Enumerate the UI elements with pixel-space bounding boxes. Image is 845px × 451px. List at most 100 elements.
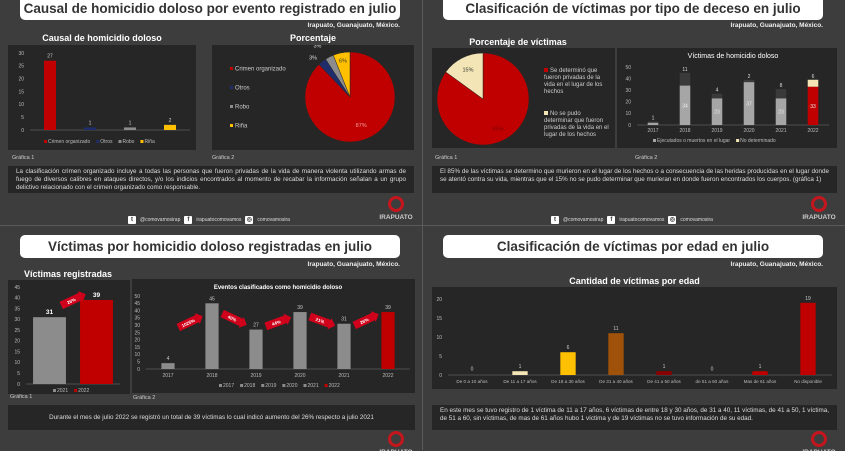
legend-swatch xyxy=(74,389,78,392)
y-tick-label: 20 xyxy=(14,339,20,345)
pie-slice xyxy=(445,52,484,100)
legend-label: No se pudo determinar que fueron privada… xyxy=(544,111,609,138)
legend-label: Crimen organizado xyxy=(48,139,90,145)
social-links: t @comovamosirap f irapuatocomovamos ◎ como… xyxy=(551,216,713,224)
arrow-shape xyxy=(308,312,336,330)
legend-label: 2021 xyxy=(308,383,319,389)
y-tick-label: 15 xyxy=(134,345,140,351)
bar-segment xyxy=(807,86,819,125)
chart-title: Cantidad de víctimas por edad xyxy=(569,276,700,286)
data-label: 34 xyxy=(682,103,688,109)
x-tick-label: 2022 xyxy=(382,373,393,379)
legend-label: Robo xyxy=(235,105,250,111)
causal-bar-chart: 0 5 10 15 20 25 30 27 1 1 2 Crimen organizado Otros R… xyxy=(8,45,196,150)
bar-segment xyxy=(807,79,819,87)
bar xyxy=(337,323,351,369)
data-label: 6 xyxy=(567,345,570,351)
x-tick-label: 2017 xyxy=(162,373,173,379)
data-label: 11 xyxy=(613,326,618,332)
facebook-icon: f xyxy=(607,216,616,224)
bar xyxy=(381,312,395,369)
bar xyxy=(293,312,307,369)
x-tick-label: 2018 xyxy=(206,373,217,379)
arrow-shape xyxy=(59,291,86,310)
x-tick-label: 2020 xyxy=(294,373,305,379)
caption: Gráfica 1 xyxy=(12,155,35,161)
chart-title: Porcentaje xyxy=(289,33,337,43)
data-label: 31 xyxy=(46,309,54,316)
legend-swatch xyxy=(118,140,122,143)
data-label: 1 xyxy=(89,120,92,126)
y-tick-label: 30 xyxy=(18,51,24,57)
x-tick-label: 2021 xyxy=(775,128,786,134)
panel-causal: Causal de homicidio doloso por evento re… xyxy=(0,0,422,225)
bar-segment xyxy=(743,79,755,83)
legend-item: No se pudo determinar que fueron privada… xyxy=(544,111,610,139)
x-tick-label: 2019 xyxy=(711,128,722,134)
legend-swatch xyxy=(140,140,144,143)
facebook-handle[interactable]: irapuatocomovamos xyxy=(619,217,665,223)
slice-label: 6% xyxy=(339,59,347,65)
instagram-handle[interactable]: comovamosira xyxy=(680,217,713,223)
x-tick-label: 2022 xyxy=(807,128,818,134)
arrow-label: 1025% xyxy=(181,318,196,328)
y-tick-label: 10 xyxy=(625,111,631,117)
twitter-handle[interactable]: @comovamosirap xyxy=(140,217,181,223)
facebook-handle[interactable]: irapuatocomovamos xyxy=(196,217,242,223)
y-tick-label: 30 xyxy=(14,317,20,323)
legend-label: 2019 xyxy=(265,383,276,389)
instagram-handle[interactable]: comovamosira xyxy=(257,217,290,223)
twitter-handle[interactable]: @comovamosirap xyxy=(563,217,604,223)
data-label: 8 xyxy=(780,83,783,89)
bar-segment xyxy=(679,85,691,125)
legend-swatch xyxy=(736,139,740,142)
legend-swatch xyxy=(240,384,244,387)
legend-label: Otros xyxy=(100,139,113,145)
bar xyxy=(161,363,175,369)
bar-segment xyxy=(647,121,659,123)
x-tick-label: de 51 a 60 años xyxy=(696,379,730,384)
data-label: 0 xyxy=(471,367,474,373)
slice-label: 3% xyxy=(313,45,321,49)
y-tick-label: 15 xyxy=(18,89,24,95)
victims-stacked-chart: 0 10 20 30 40 50 Víctimas de homicidio doloso 1… xyxy=(617,48,837,148)
chart-title: Víctimas de homicidio doloso xyxy=(688,53,779,60)
arrow-shape xyxy=(176,313,203,332)
location-label: Irapuato, Guanajuato, México. xyxy=(730,261,823,268)
bar xyxy=(44,60,56,131)
caption: Gráfica 2 xyxy=(635,155,658,161)
arrow-shape xyxy=(352,311,379,330)
bar xyxy=(512,371,528,375)
caption: Gráfica 1 xyxy=(10,394,33,400)
instagram-icon: ◎ xyxy=(245,216,254,224)
social-links: t @comovamosirap f irapuatocomovamos ◎ como… xyxy=(128,216,290,224)
bar xyxy=(164,124,176,130)
legend-swatch xyxy=(96,140,100,143)
arrow-label: 21% xyxy=(315,317,325,325)
legend-label: 2018 xyxy=(244,383,255,389)
caption: Gráfica 2 xyxy=(212,155,235,161)
logo: IRAPUATO xyxy=(797,431,841,451)
victims-pie-chart: 85% 15% Se determinó que fueron privadas … xyxy=(432,48,615,148)
bar xyxy=(80,299,113,384)
data-label: 2 xyxy=(748,74,751,80)
legend-label: Crimen organizado xyxy=(235,67,286,73)
section-title: Causal de homicidio doloso por evento re… xyxy=(20,0,400,20)
trend-arrow: 40% xyxy=(220,309,247,328)
legend-swatch xyxy=(230,124,233,127)
caption: Gráfica 2 xyxy=(133,395,156,401)
bar xyxy=(752,371,768,375)
bar-segment xyxy=(711,93,723,99)
bar xyxy=(608,333,624,375)
location-label: Irapuato, Guanajuato, México. xyxy=(307,22,400,29)
section-title: Víctimas por homicidio doloso registrada… xyxy=(20,235,400,258)
legend-swatch xyxy=(230,105,233,108)
arrow-shape xyxy=(264,313,292,331)
data-label: 23 xyxy=(778,110,784,116)
x-tick-label: Mas de 61 años xyxy=(744,379,777,384)
legend-label: Riña xyxy=(235,124,248,130)
slice-label: 3% xyxy=(309,56,317,62)
y-tick-label: 10 xyxy=(436,335,442,341)
y-tick-label: 10 xyxy=(18,102,24,108)
legend-label: Robo xyxy=(122,139,134,145)
